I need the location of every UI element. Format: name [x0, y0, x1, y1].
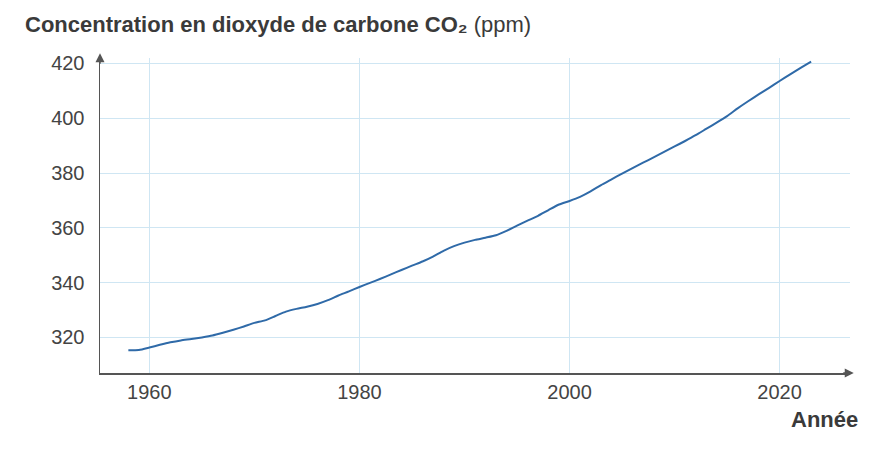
svg-text:340: 340 [51, 272, 84, 294]
svg-text:Concentration en dioxyde de ca: Concentration en dioxyde de carbone CO₂ … [25, 12, 531, 37]
svg-text:1980: 1980 [337, 381, 382, 403]
svg-text:2000: 2000 [547, 381, 592, 403]
svg-text:400: 400 [51, 107, 84, 129]
svg-text:Année: Année [791, 407, 858, 432]
svg-text:380: 380 [51, 162, 84, 184]
svg-text:360: 360 [51, 217, 84, 239]
svg-text:1960: 1960 [127, 381, 172, 403]
svg-text:420: 420 [51, 52, 84, 74]
svg-text:2020: 2020 [757, 381, 802, 403]
svg-text:320: 320 [51, 326, 84, 348]
